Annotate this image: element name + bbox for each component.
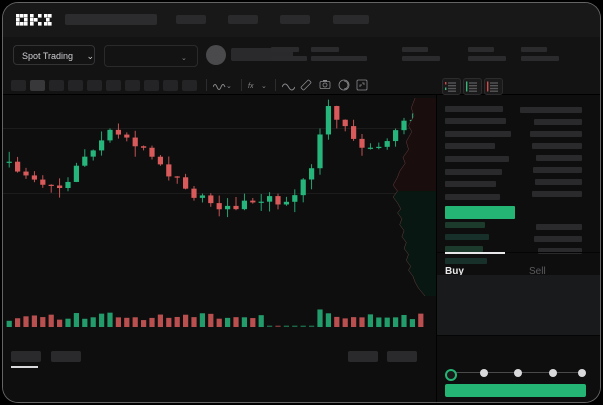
svg-text:⌄: ⌄ xyxy=(226,83,232,90)
svg-text:⌄: ⌄ xyxy=(261,83,267,90)
svg-text:fx: fx xyxy=(248,83,254,90)
